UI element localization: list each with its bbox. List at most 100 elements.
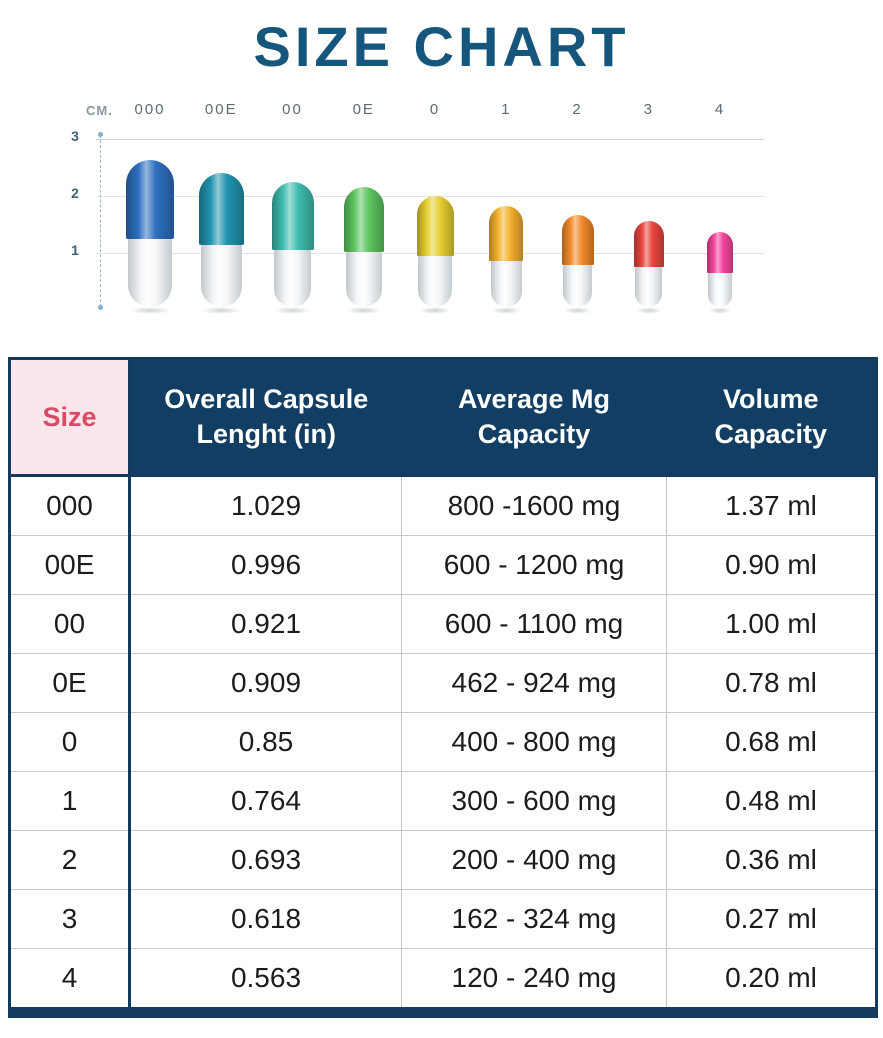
capsule-size-label-1: 1 xyxy=(501,101,512,118)
axis-tick-1: 1 xyxy=(71,242,79,258)
table-header-row: Size Overall Capsule Lenght (in) Average M… xyxy=(9,358,877,478)
capsule-size-diagram: CM. 000 00E 00 0E 0 1 2 3 4 3 2 1 xyxy=(0,95,883,333)
table-row-size-2: 2 0.693 200 - 400 mg 0.36 ml xyxy=(9,830,877,890)
table-row-size-0E: 0E 0.909 462 - 924 mg 0.78 ml xyxy=(9,653,877,713)
capsule-body xyxy=(635,267,663,307)
capsule-size-label-00E: 00E xyxy=(204,101,238,118)
axis-dot-top xyxy=(98,132,103,137)
capsule-cap xyxy=(561,215,594,265)
value-cell: 600 - 1200 mg xyxy=(401,535,667,595)
size-cell: 00E xyxy=(9,535,131,595)
table-row-size-3: 3 0.618 162 - 324 mg 0.27 ml xyxy=(9,889,877,949)
capsule-graphic xyxy=(343,187,384,314)
capsule-size-label-00: 00 xyxy=(282,101,303,118)
capsule-size-label-0: 0 xyxy=(429,101,441,118)
capsule-size-label-000: 000 xyxy=(134,101,166,118)
capsule-cap xyxy=(343,187,384,252)
capsule-body xyxy=(273,249,312,307)
table-row-size-00: 00 0.921 600 - 1100 mg 1.00 ml xyxy=(9,594,877,654)
capsule-000 xyxy=(120,160,180,314)
capsule-graphic xyxy=(633,221,664,314)
column-header-3: Average Mg Capacity xyxy=(401,358,667,478)
value-cell: 300 - 600 mg xyxy=(401,771,667,831)
capsule-size-label-2: 2 xyxy=(572,101,583,118)
value-cell: 0.85 xyxy=(129,712,402,772)
capsule-body xyxy=(490,260,522,307)
capsule-graphic xyxy=(707,232,733,314)
size-cell: 4 xyxy=(9,948,131,1013)
capsule-00 xyxy=(263,182,323,314)
capsule-body xyxy=(563,264,592,307)
table-row-size-1: 1 0.764 300 - 600 mg 0.48 ml xyxy=(9,771,877,831)
value-cell: 1.029 xyxy=(129,475,402,536)
table-row-size-0: 0 0.85 400 - 800 mg 0.68 ml xyxy=(9,712,877,772)
table-header: Size Overall Capsule Lenght (in) Average M… xyxy=(9,358,877,478)
table-row-size-4: 4 0.563 120 - 240 mg 0.20 ml xyxy=(9,948,877,1013)
size-cell: 1 xyxy=(9,771,131,831)
capsule-size-label-0E: 0E xyxy=(352,101,375,118)
size-cell: 2 xyxy=(9,830,131,890)
capsule-2 xyxy=(548,215,608,314)
axis-unit-label: CM. xyxy=(86,103,113,118)
value-cell: 120 - 240 mg xyxy=(401,948,667,1013)
value-cell: 200 - 400 mg xyxy=(401,830,667,890)
value-cell: 162 - 324 mg xyxy=(401,889,667,949)
capsule-cap xyxy=(271,182,314,250)
value-cell: 0.78 ml xyxy=(666,653,877,713)
capsule-graphic xyxy=(126,160,174,314)
axis-dot-bottom xyxy=(98,305,103,310)
capsule-cap xyxy=(707,232,733,273)
value-cell: 1.00 ml xyxy=(666,594,877,654)
table-body: 000 1.029 800 -1600 mg 1.37 ml 00E 0.996 600 -… xyxy=(9,475,877,1013)
value-cell: 0.996 xyxy=(129,535,402,595)
capsule-size-label-3: 3 xyxy=(643,101,654,118)
capsule-size-table: Size Overall Capsule Lenght (in) Average M… xyxy=(8,357,878,1019)
capsule-body xyxy=(128,239,172,307)
capsule-cap xyxy=(126,160,174,240)
capsule-cap xyxy=(489,206,524,261)
value-cell: 0.909 xyxy=(129,653,402,713)
value-cell: 0.20 ml xyxy=(666,948,877,1013)
value-cell: 0.68 ml xyxy=(666,712,877,772)
value-cell: 0.48 ml xyxy=(666,771,877,831)
capsule-graphic xyxy=(416,196,454,314)
capsule-body xyxy=(418,255,452,307)
page-title: SIZE CHART xyxy=(253,15,630,78)
column-header-1: Size xyxy=(9,358,131,478)
capsule-graphic xyxy=(561,215,594,314)
capsule-graphic xyxy=(271,182,314,314)
column-header-2: Overall Capsule Lenght (in) xyxy=(129,358,402,478)
capsule-size-label-4: 4 xyxy=(714,101,726,118)
value-cell: 400 - 800 mg xyxy=(401,712,667,772)
axis-tick-3: 3 xyxy=(71,128,79,144)
capsule-cap xyxy=(416,196,454,256)
capsule-body xyxy=(708,272,732,307)
capsule-row xyxy=(120,95,750,314)
capsule-cap xyxy=(198,173,244,246)
capsule-1 xyxy=(476,206,536,314)
value-cell: 462 - 924 mg xyxy=(401,653,667,713)
capsule-00E xyxy=(191,173,251,314)
capsule-3 xyxy=(619,221,679,314)
capsule-graphic xyxy=(489,206,524,314)
value-cell: 1.37 ml xyxy=(666,475,877,536)
table-row-size-00E: 00E 0.996 600 - 1200 mg 0.90 ml xyxy=(9,535,877,595)
capsule-graphic xyxy=(198,173,244,314)
capsule-0E xyxy=(334,187,394,314)
value-cell: 0.764 xyxy=(129,771,402,831)
capsule-4 xyxy=(690,232,750,314)
value-cell: 0.693 xyxy=(129,830,402,890)
size-cell: 0E xyxy=(9,653,131,713)
value-cell: 0.36 ml xyxy=(666,830,877,890)
size-cell: 00 xyxy=(9,594,131,654)
value-cell: 0.618 xyxy=(129,889,402,949)
axis-tick-2: 2 xyxy=(71,185,79,201)
value-cell: 0.27 ml xyxy=(666,889,877,949)
value-cell: 0.921 xyxy=(129,594,402,654)
value-cell: 600 - 1100 mg xyxy=(401,594,667,654)
capsule-body xyxy=(201,245,242,307)
column-header-4: Volume Capacity xyxy=(666,358,877,478)
value-cell: 0.563 xyxy=(129,948,402,1013)
capsule-cap xyxy=(633,221,664,268)
